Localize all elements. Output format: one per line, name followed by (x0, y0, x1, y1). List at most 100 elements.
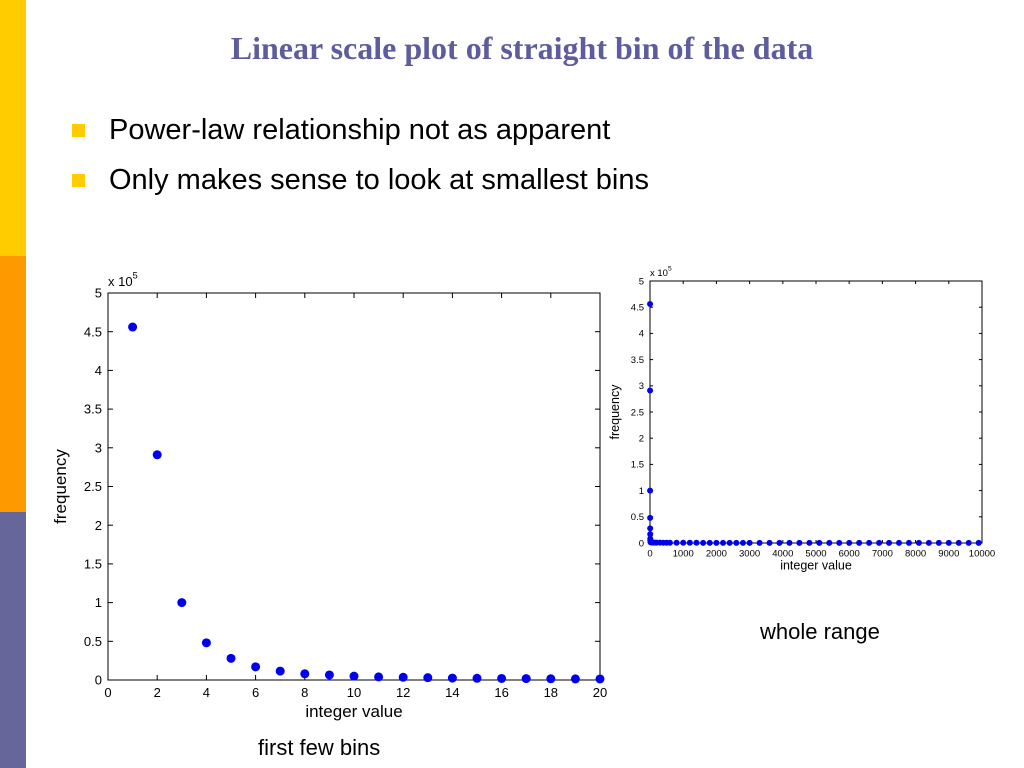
data-point (826, 539, 833, 546)
bullet-item: Power-law relationship not as apparent (72, 110, 649, 160)
data-point (816, 539, 823, 546)
slide-title: Linear scale plot of straight bin of the… (230, 30, 814, 66)
y-tick-label: 3.5 (84, 402, 102, 417)
data-point (324, 670, 334, 680)
square-bullet-icon (72, 124, 85, 137)
data-point (846, 539, 853, 546)
bullet-text: Power-law relationship not as apparent (109, 114, 611, 146)
data-point (647, 514, 654, 521)
data-point (673, 539, 680, 546)
caption-whole-range: whole range (760, 619, 880, 644)
caption-first-few-bins: first few bins (258, 735, 381, 760)
side-bar-yellow (0, 0, 26, 256)
y-tick-label: 3.5 (631, 355, 644, 366)
data-point (776, 539, 783, 546)
data-point (647, 487, 654, 494)
data-point (806, 539, 813, 546)
x-tick-label: 10000 (969, 549, 995, 560)
data-point (955, 539, 962, 546)
y-multiplier-label: x 105 (650, 266, 672, 279)
y-tick-label: 3 (95, 440, 102, 455)
x-axis-label: integer value (780, 559, 852, 573)
y-tick-label: 5 (639, 276, 644, 287)
data-point (746, 539, 753, 546)
bullet-list: Power-law relationship not as apparent O… (72, 110, 649, 210)
data-point (686, 539, 693, 546)
data-point (693, 539, 700, 546)
data-point (349, 671, 359, 681)
y-tick-label: 1 (95, 595, 102, 610)
x-tick-label: 5000 (805, 549, 826, 560)
data-point (300, 669, 310, 679)
data-point (647, 387, 654, 394)
data-point (177, 598, 187, 608)
data-point (876, 539, 883, 546)
data-point (647, 525, 654, 532)
data-point (935, 539, 942, 546)
y-tick-label: 2.5 (84, 479, 102, 494)
x-tick-label: 4 (203, 685, 210, 700)
data-point (856, 539, 863, 546)
data-point (152, 450, 162, 460)
y-axis-label: frequency (608, 384, 622, 440)
x-tick-label: 3000 (739, 549, 760, 560)
data-point (647, 531, 654, 538)
bullet-item: Only makes sense to look at smallest bin… (72, 160, 649, 210)
data-point (398, 672, 408, 682)
x-tick-label: 14 (445, 685, 459, 700)
x-tick-label: 10 (347, 685, 361, 700)
y-tick-label: 2 (639, 434, 644, 445)
x-tick-label: 8000 (905, 549, 926, 560)
data-point (756, 539, 763, 546)
data-point (766, 539, 773, 546)
y-tick-label: 2 (95, 518, 102, 533)
side-bar-orange (0, 256, 26, 512)
y-tick-label: 2.5 (631, 407, 644, 418)
x-tick-label: 2 (154, 685, 161, 700)
x-tick-label: 4000 (772, 549, 793, 560)
data-point (647, 301, 654, 308)
y-tick-label: 4 (95, 363, 102, 378)
plot-frame (649, 280, 983, 544)
data-point (521, 674, 531, 684)
y-tick-label: 4.5 (84, 324, 102, 339)
y-tick-label: 1.5 (631, 460, 644, 471)
x-tick-label: 0 (647, 549, 652, 560)
data-point (796, 539, 803, 546)
x-tick-label: 12 (396, 685, 410, 700)
data-point (713, 539, 720, 546)
data-point (836, 539, 843, 546)
chart-whole-range: 0 1000 2000 3000 4000 5000 6000 7000 8000 9000 100… (608, 266, 995, 573)
y-tick-label: 4.5 (631, 303, 644, 314)
data-point (915, 539, 922, 546)
data-point (786, 539, 793, 546)
y-tick-label: 1 (639, 486, 644, 497)
y-tick-label: 1.5 (84, 556, 102, 571)
data-point (896, 539, 902, 546)
data-point (925, 539, 932, 546)
x-tick-label: 6000 (839, 549, 860, 560)
data-point (680, 539, 687, 546)
x-tick-label: 2000 (706, 549, 727, 560)
data-point (374, 672, 384, 682)
data-point (905, 539, 912, 546)
data-point (497, 673, 507, 683)
data-point (201, 638, 211, 648)
x-tick-label: 20 (593, 685, 607, 700)
y-tick-label: 5 (95, 286, 102, 301)
bullet-text: Only makes sense to look at smallest bin… (109, 164, 649, 196)
y-tick-label: 4 (639, 329, 644, 340)
data-point (251, 662, 261, 672)
data-point (447, 673, 457, 683)
data-point (595, 674, 605, 684)
data-point (423, 673, 433, 683)
x-axis-label: integer value (305, 702, 402, 721)
y-multiplier-label: x 105 (108, 271, 138, 289)
x-tick-label: 6 (252, 685, 259, 700)
x-tick-label: 18 (544, 685, 558, 700)
data-point (975, 539, 982, 546)
data-point (720, 539, 727, 546)
data-point (886, 539, 893, 546)
x-tick-label: 16 (494, 685, 508, 700)
data-point (275, 666, 285, 676)
